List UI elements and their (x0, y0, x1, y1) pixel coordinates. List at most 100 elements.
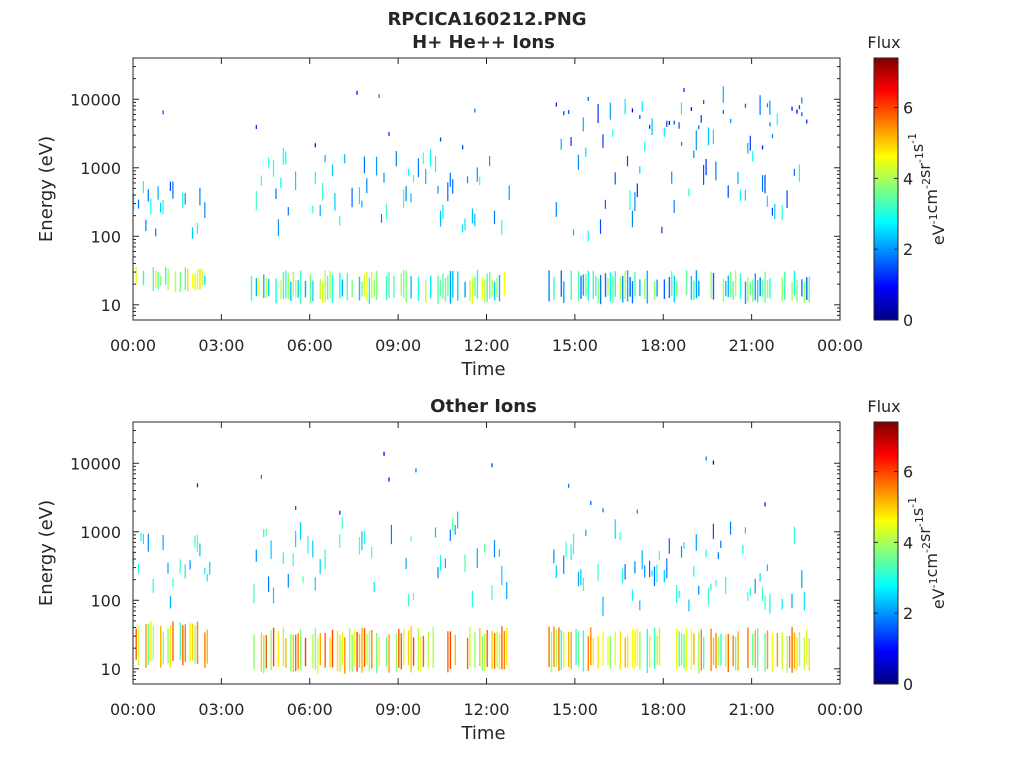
panel-1-mid-band-cell (626, 155, 629, 167)
panel-2-low-band-cell (491, 630, 493, 670)
panel-1-low-band-cell (663, 279, 666, 299)
panel-2-mid-band-cell (133, 551, 135, 565)
panel-2-mid-band-cell (253, 583, 255, 604)
panel-1-low-band-cell (135, 266, 137, 285)
panel-1-mid-band-cell (599, 219, 602, 234)
panel-1-high-energy-cell (568, 110, 570, 114)
panel-2-low-band-cell (710, 628, 712, 672)
panel-2-mid-band-cell (361, 531, 363, 550)
panel-2-x-tick-label: 12:00 (463, 700, 509, 719)
panel-2-low-band-cell (590, 627, 592, 666)
panel-2-colorbar-tick-label: 0 (903, 675, 913, 694)
panel-1-high-energy-cell (563, 111, 565, 116)
panel-1-low-band-cell (255, 278, 258, 297)
panel-1-mid-band-cell (410, 193, 412, 203)
panel-1-high-energy-cell (680, 141, 683, 146)
panel-1-high-energy-cell (255, 125, 257, 129)
panel-1-high-energy-cell (796, 109, 798, 114)
panel-1-mid-band-cell (133, 193, 135, 210)
panel-2-low-band-cell (263, 635, 265, 674)
panel-1-x-axis-label: Time (460, 359, 505, 380)
panel-1-low-band-cell (376, 270, 378, 301)
panel-1-mid-band-cell (737, 171, 739, 184)
panel-2-low-band-cell (553, 626, 555, 667)
panel-1-mid-band-cell (793, 169, 795, 176)
panel-1-mid-band-cell (493, 210, 496, 225)
panel-2-low-band-cell (304, 637, 307, 667)
panel-2-high-energy-cell (260, 474, 262, 479)
panel-2-mid-band-cell (781, 598, 783, 610)
panel-1-mid-band-cell (577, 154, 579, 170)
panel-1-low-band-cell (174, 271, 177, 293)
panel-1-low-band-cell (595, 275, 597, 297)
panel-2-mid-band-cell (597, 564, 599, 581)
panel-1-colorbar (873, 57, 899, 321)
panel-2-mid-band-cell (471, 590, 473, 608)
panel-2-mid-band-cell (693, 565, 695, 577)
panel-2-low-band-cell (344, 637, 346, 674)
panel-2-low-band-cell (297, 633, 299, 670)
panel-2-mid-band-cell (484, 543, 486, 553)
panel-2-low-band-cell (607, 636, 609, 665)
panel-2-mid-band-cell (169, 595, 171, 609)
panel-2-x-tick-label: 21:00 (729, 700, 775, 719)
panel-2-y-tick-label: 10000 (70, 454, 121, 473)
panel-1-high-energy-cell (639, 115, 641, 119)
panel-2-mid-band-cell (730, 521, 732, 535)
panel-1-low-band-cell (280, 280, 282, 299)
panel-2-low-band-cell (575, 629, 577, 665)
panel-1-low-band-cell (341, 279, 344, 297)
panel-2-low-band-cell (295, 634, 297, 672)
panel-2-low-band-cell (317, 637, 319, 674)
panel-1-mid-band-cell (651, 118, 653, 136)
panel-2-x-tick-label: 00:00 (817, 700, 863, 719)
panel-1-y-tick-label: 1000 (80, 159, 121, 178)
panel-1-mid-band-cell (312, 205, 314, 214)
panel-1-low-band-cell (599, 275, 602, 305)
panel-2-mid-band-cell (695, 534, 697, 551)
panel-2-mid-band-cell (717, 552, 719, 559)
panel-1-y-tick-label: 10000 (70, 90, 121, 109)
panel-1-mid-band-cell (287, 207, 289, 216)
panel-1-high-energy-cell (388, 132, 390, 136)
panel-1-low-band-cell (560, 270, 562, 297)
panel-1-mid-band-cell (555, 202, 557, 217)
panel-2-high-energy-cell (491, 463, 493, 468)
panel-1-low-band-cell (597, 278, 599, 304)
panel-2-spectrogram-marks (133, 451, 810, 674)
panel-1-low-band-cell (474, 276, 476, 296)
panel-2-mid-band-cell (454, 525, 456, 535)
panel-1-mid-band-cell (351, 187, 353, 208)
panel-2-low-band-cell (363, 628, 366, 667)
panel-2-mid-band-cell (444, 558, 446, 569)
panel-2-low-band-cell (776, 633, 779, 667)
panel-2-low-band-cell (336, 631, 339, 672)
panel-2-low-band-cell (732, 635, 734, 667)
panel-2-low-band-cell (371, 629, 373, 669)
panel-1-mid-band-cell (489, 156, 491, 167)
panel-1-mid-band-cell (452, 179, 454, 194)
panel-2-low-band-cell (754, 630, 756, 668)
panel-1-low-band-cell (457, 271, 459, 301)
panel-2-mid-band-cell (698, 585, 700, 595)
panel-2-mid-band-cell (707, 587, 710, 606)
panel-2-mid-band-cell (437, 567, 439, 579)
panel-2-low-band-cell (479, 628, 481, 667)
panel-1-low-band-cell (553, 276, 555, 300)
panel-1-mid-band-cell (155, 228, 157, 237)
panel-1-mid-band-cell (703, 164, 705, 185)
panel-2-low-band-cell (560, 629, 562, 670)
panel-1-low-band-cell (747, 276, 749, 302)
panel-1-x-tick-label: 00:00 (817, 336, 863, 355)
panel-2-mid-band-cell (209, 561, 211, 575)
panel-1-colorbar-tick-label: 4 (903, 169, 913, 188)
panel-1-low-band-cell (304, 281, 307, 298)
panel-2-low-band-cell (260, 632, 263, 672)
panel-1-mid-band-cell (479, 176, 481, 186)
panel-2-low-band-cell (366, 633, 368, 665)
panel-1-mid-band-cell (786, 190, 788, 208)
panel-1-low-band-cell (464, 281, 466, 298)
panel-1-low-band-cell (339, 272, 341, 299)
panel-1-low-band-cell (447, 274, 449, 296)
panel-1-low-band-cell (187, 268, 189, 291)
